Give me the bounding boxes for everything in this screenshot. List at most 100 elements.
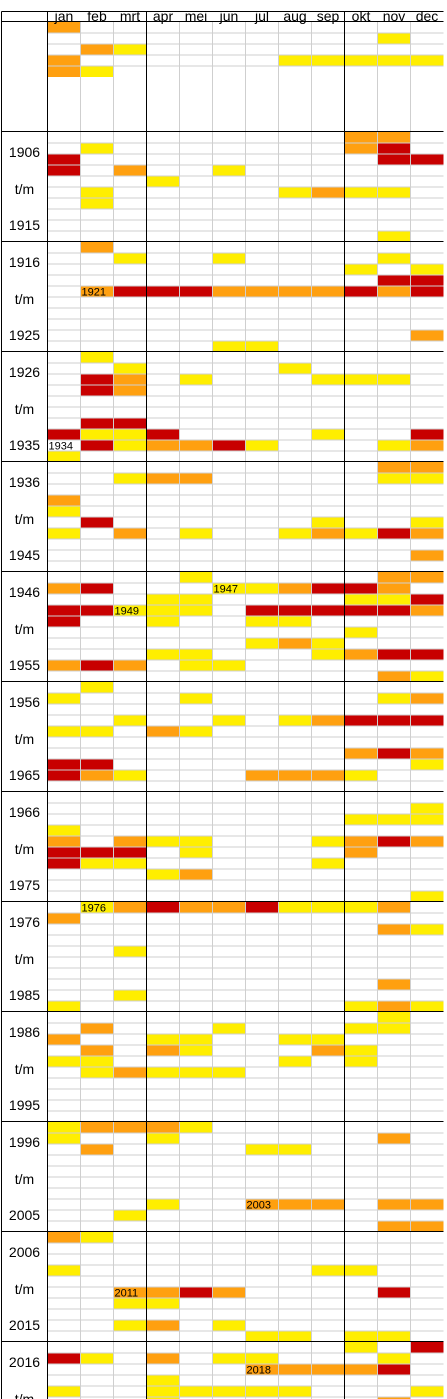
heat-cell: [212, 715, 246, 726]
heat-cell: [80, 286, 114, 297]
heat-cell: [311, 55, 345, 66]
heat-cell: [311, 429, 345, 440]
heat-cell: [278, 715, 312, 726]
heat-cell: [146, 1133, 180, 1144]
heat-cell: [179, 649, 213, 660]
heat-cell: [410, 550, 444, 561]
heat-cell: [47, 55, 81, 66]
heat-cell: [344, 1001, 378, 1012]
heat-cell: [245, 286, 279, 297]
heat-cell: [410, 924, 444, 935]
heat-cell: [47, 693, 81, 704]
heat-cell: [113, 165, 147, 176]
month-header: apr: [153, 8, 174, 24]
decade-label-mid: t/m: [15, 511, 34, 527]
heat-cell: [113, 418, 147, 429]
heat-cell: [410, 693, 444, 704]
decade-label-first: 2016: [9, 1354, 40, 1370]
heat-cell: [113, 990, 147, 1001]
heat-cell: [377, 143, 411, 154]
heat-cell: [311, 638, 345, 649]
year-annotations: 1921193419471949197620032011201820222025: [49, 287, 271, 1377]
decade-label-first: 1996: [9, 1134, 40, 1150]
heat-cell: [47, 1056, 81, 1067]
heat-cell: [113, 1298, 147, 1309]
heat-cell: [377, 1353, 411, 1364]
heat-cell: [377, 693, 411, 704]
heat-cell: [179, 594, 213, 605]
heat-cell: [377, 253, 411, 264]
heat-cell: [377, 528, 411, 539]
heat-cell: [377, 275, 411, 286]
heat-cell: [146, 1122, 180, 1133]
heat-cell: [47, 836, 81, 847]
heat-cell: [179, 1034, 213, 1045]
heat-cell: [377, 583, 411, 594]
heat-cell: [377, 605, 411, 616]
heat-cell: [410, 440, 444, 451]
heat-cell: [377, 715, 411, 726]
heat-cell: [80, 1122, 114, 1133]
month-header: nov: [383, 8, 406, 24]
heat-cell: [80, 1056, 114, 1067]
heat-cell: [47, 506, 81, 517]
heat-cell: [377, 1221, 411, 1232]
heat-cell: [212, 660, 246, 671]
heat-cell: [113, 429, 147, 440]
year-annotation: 2011: [115, 1288, 139, 1300]
heat-cell: [377, 979, 411, 990]
heat-cell: [344, 1056, 378, 1067]
heat-cell: [278, 363, 312, 374]
heat-cell: [245, 440, 279, 451]
heat-cell: [344, 814, 378, 825]
heat-cell: [344, 528, 378, 539]
heat-cell: [47, 726, 81, 737]
heat-cell: [80, 187, 114, 198]
heat-cell: [344, 132, 378, 143]
heat-cell: [245, 770, 279, 781]
heat-cell: [410, 462, 444, 473]
heat-cell: [146, 869, 180, 880]
decade-label-first: 1946: [9, 584, 40, 600]
decade-label-last: 1925: [9, 327, 40, 343]
heat-cell: [113, 374, 147, 385]
heat-cell: [344, 143, 378, 154]
heat-cell: [344, 1023, 378, 1034]
heat-cell: [146, 649, 180, 660]
heat-cell: [212, 341, 246, 352]
heat-cell: [278, 528, 312, 539]
heat-cell: [377, 440, 411, 451]
decade-label-mid: t/m: [15, 401, 34, 417]
heat-cell: [410, 517, 444, 528]
heat-cell: [47, 858, 81, 869]
heat-cell: [146, 902, 180, 913]
heat-cell: [146, 1320, 180, 1331]
heat-cell: [377, 1364, 411, 1375]
heat-cell: [410, 594, 444, 605]
heat-cell: [212, 583, 246, 594]
decade-label-first: 1916: [9, 254, 40, 270]
heat-cell: [377, 1287, 411, 1298]
heat-cell: [146, 1199, 180, 1210]
heat-cell: [278, 286, 312, 297]
heat-cell: [344, 748, 378, 759]
decade-label-mid: t/m: [15, 621, 34, 637]
decade-label-first: 1936: [9, 474, 40, 490]
heat-cell: [47, 1232, 81, 1243]
heat-cell: [80, 1045, 114, 1056]
heat-cell: [245, 902, 279, 913]
heat-cell: [80, 660, 114, 671]
heat-cell: [344, 1045, 378, 1056]
heat-cell: [80, 242, 114, 253]
year-annotation: 1947: [214, 584, 238, 596]
heat-cell: [245, 605, 279, 616]
heat-cell: [47, 22, 81, 33]
heat-cell: [278, 902, 312, 913]
heat-cell: [410, 330, 444, 341]
month-header: jun: [219, 8, 239, 24]
heat-cell: [245, 341, 279, 352]
heat-cell: [80, 1067, 114, 1078]
heat-cell: [113, 44, 147, 55]
heat-cell: [410, 605, 444, 616]
